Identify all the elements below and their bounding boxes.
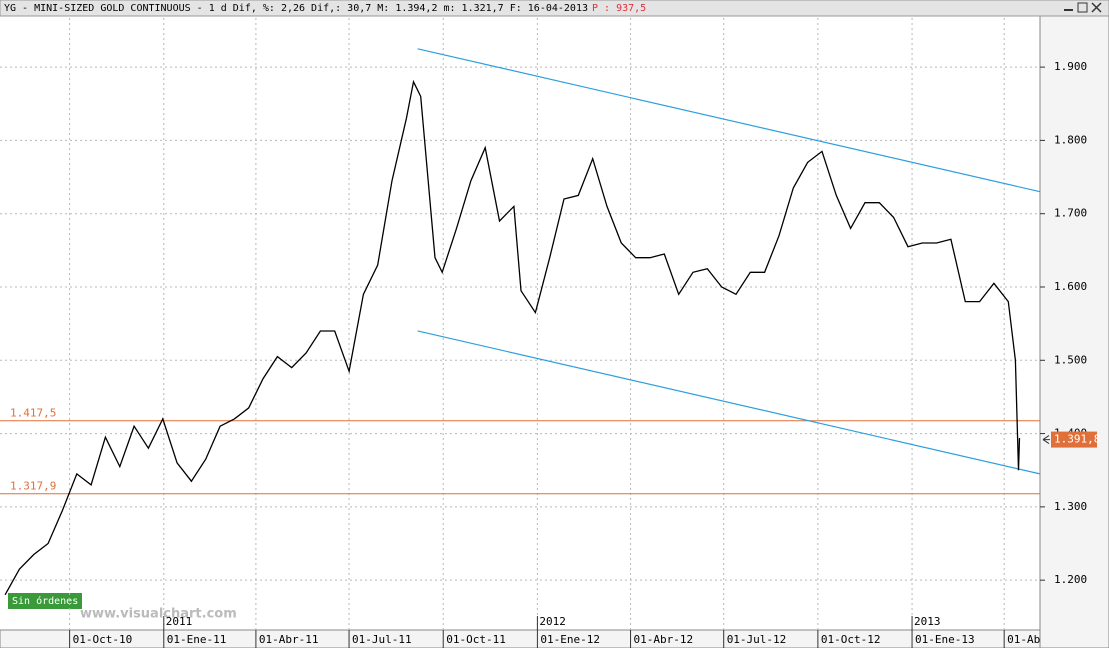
x-tick-label: 01-Abr-12 [634, 633, 694, 646]
x-tick-label: 01-Ab [1007, 633, 1040, 646]
x-tick-label: 01-Oct-10 [73, 633, 133, 646]
y-tick-label: 1.600 [1054, 280, 1087, 293]
year-label: 2011 [166, 615, 193, 628]
y-tick-label: 1.200 [1054, 573, 1087, 586]
trendline [417, 330, 1041, 475]
y-tick-label: 1.900 [1054, 60, 1087, 73]
x-tick-label: 01-Jul-12 [727, 633, 787, 646]
year-label: 2012 [539, 615, 566, 628]
x-tick-label: 01-Ene-12 [540, 633, 600, 646]
y-tick-label: 1.800 [1054, 133, 1087, 146]
last-price-box [1051, 431, 1097, 448]
x-tick-label: 01-Jul-11 [352, 633, 412, 646]
y-tick-label: 1.500 [1054, 353, 1087, 366]
close[interactable] [1091, 2, 1102, 13]
trendline [417, 48, 1041, 193]
last-price-arrow [1042, 435, 1050, 445]
maximize[interactable] [1077, 2, 1088, 13]
y-axis-panel [1039, 15, 1109, 648]
y-tick-label: 1.700 [1054, 207, 1087, 220]
x-axis-panel [0, 629, 1041, 648]
status-text: Sin órdenes [12, 595, 78, 607]
x-tick-label: 01-Oct-12 [821, 633, 881, 646]
year-label: 2013 [914, 615, 941, 628]
level-label: 1.417,5 [10, 407, 56, 420]
level-label: 1.317,9 [10, 480, 56, 493]
chart-title: YG - MINI-SIZED GOLD CONTINUOUS - 1 d Di… [4, 3, 588, 14]
status-badge [8, 593, 82, 609]
y-tick-label: 1.300 [1054, 500, 1087, 513]
chart-subtitle: P : 937,5 [592, 3, 646, 14]
last-price-label: 1.391,8 [1054, 433, 1100, 446]
x-tick-label: 01-Oct-11 [446, 633, 506, 646]
minimize[interactable] [1064, 9, 1073, 11]
window-controls[interactable] [1064, 2, 1102, 13]
x-tick-label: 01-Ene-13 [915, 633, 975, 646]
watermark: www.visualchart.com [80, 607, 237, 622]
x-tick-label: 01-Abr-11 [259, 633, 319, 646]
header-bar [0, 0, 1109, 17]
x-tick-label: 01-Ene-11 [167, 633, 227, 646]
price-line [4, 79, 1021, 596]
